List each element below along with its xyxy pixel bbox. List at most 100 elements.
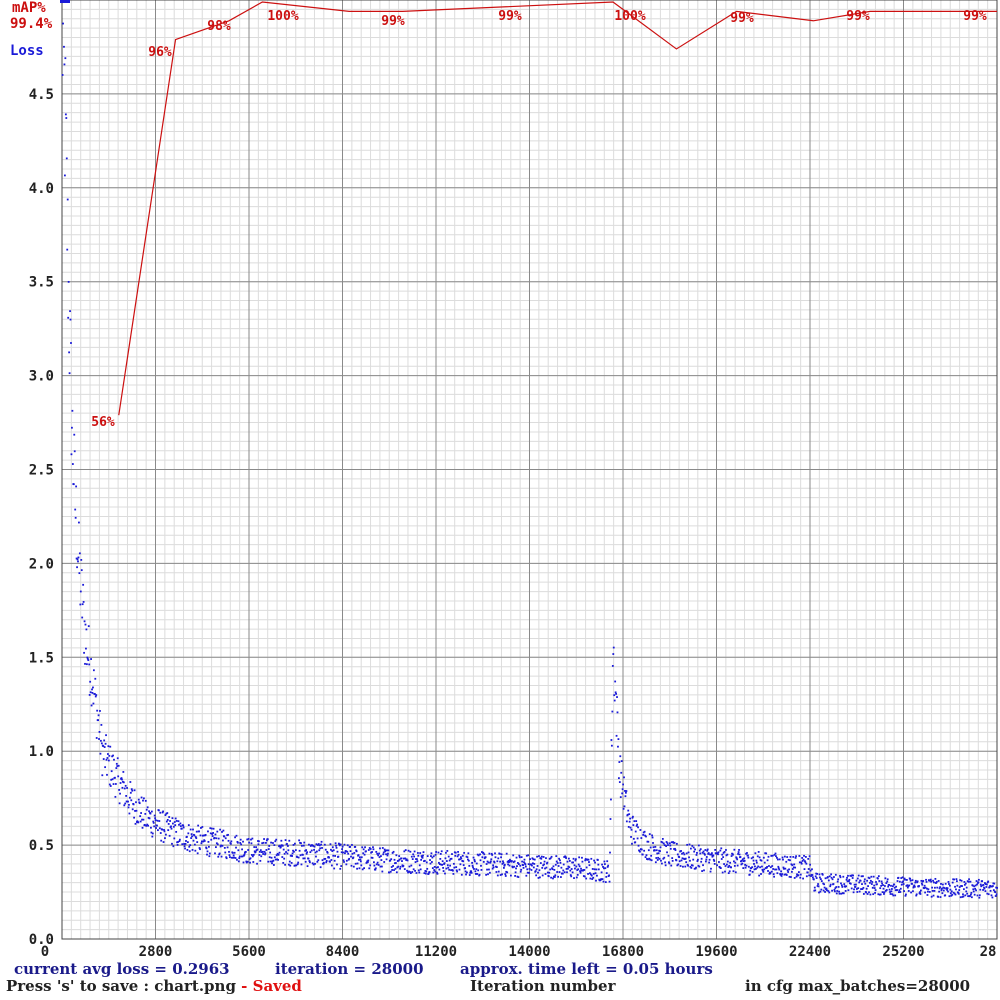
loss-point (738, 849, 740, 851)
loss-point (527, 854, 530, 857)
loss-point (853, 883, 856, 886)
loss-point (64, 113, 67, 116)
loss-point (735, 857, 738, 860)
loss-point (746, 852, 748, 854)
loss-point (435, 851, 437, 853)
loss-point (209, 832, 212, 835)
loss-point (242, 840, 244, 843)
loss-point (788, 875, 791, 878)
loss-point (790, 876, 792, 878)
loss-point (712, 858, 715, 861)
loss-point (425, 870, 428, 873)
loss-point (758, 856, 761, 859)
loss-point (321, 859, 324, 862)
loss-point (828, 891, 831, 894)
loss-point (481, 851, 483, 853)
loss-point (386, 849, 388, 852)
loss-point (771, 854, 774, 857)
loss-point (480, 864, 482, 867)
loss-point (931, 889, 934, 892)
loss-point (424, 870, 427, 872)
loss-point (482, 860, 485, 863)
loss-point (665, 841, 668, 843)
loss-point (370, 856, 373, 859)
loss-point (394, 862, 397, 864)
loss-point (616, 696, 618, 698)
loss-point (829, 885, 832, 888)
loss-point (550, 855, 553, 858)
loss-point (641, 853, 644, 856)
loss-point (827, 890, 830, 892)
loss-point (445, 860, 448, 862)
loss-point (496, 860, 499, 863)
loss-point (891, 893, 894, 896)
loss-point (649, 858, 652, 861)
loss-point (708, 861, 711, 864)
loss-point (759, 859, 762, 861)
loss-point (722, 851, 725, 854)
loss-point (942, 886, 945, 889)
loss-point (838, 892, 841, 895)
loss-point (924, 886, 927, 889)
loss-point (89, 691, 92, 694)
loss-point (395, 871, 398, 874)
loss-point (974, 884, 977, 887)
loss-point (594, 861, 596, 864)
loss-point (281, 844, 284, 847)
loss-point (164, 833, 167, 836)
loss-point (945, 887, 948, 889)
loss-point (252, 861, 255, 863)
loss-point (814, 875, 817, 878)
loss-point (741, 858, 744, 861)
loss-point (427, 872, 430, 875)
loss-point (246, 838, 249, 841)
loss-point (402, 857, 405, 860)
loss-point (520, 856, 523, 859)
loss-point (739, 856, 742, 858)
loss-point (863, 878, 866, 881)
loss-point (406, 869, 409, 872)
loss-point (963, 881, 966, 883)
loss-point (333, 867, 336, 870)
loss-point (514, 871, 517, 874)
map-label: 99% (846, 9, 870, 24)
loss-point (89, 680, 92, 683)
loss-point (623, 776, 625, 779)
loss-point (887, 885, 890, 888)
loss-point (762, 870, 765, 873)
loss-point (884, 889, 887, 892)
loss-point (575, 876, 578, 879)
loss-point (771, 865, 774, 867)
loss-point (897, 876, 900, 879)
loss-point (717, 853, 719, 856)
loss-point (991, 885, 994, 887)
loss-point (287, 849, 290, 852)
loss-point (284, 839, 287, 841)
loss-point (772, 873, 775, 876)
loss-point (578, 865, 581, 868)
loss-point (808, 874, 811, 877)
loss-point (941, 887, 943, 890)
loss-point (694, 867, 697, 870)
loss-point (820, 880, 823, 882)
loss-point (748, 873, 751, 876)
loss-point (471, 864, 474, 867)
loss-point (956, 884, 959, 887)
loss-point (413, 855, 416, 858)
loss-point (861, 883, 863, 885)
loss-point (64, 57, 67, 60)
loss-point (103, 739, 106, 742)
loss-point (588, 861, 590, 863)
loss-point (457, 853, 460, 856)
loss-point (708, 858, 711, 861)
loss-point (797, 871, 800, 873)
loss-point (173, 821, 176, 823)
loss-point (801, 860, 804, 862)
loss-point (61, 74, 64, 76)
loss-point (116, 765, 119, 767)
loss-point (567, 857, 570, 860)
loss-point (113, 758, 115, 761)
loss-point (435, 866, 438, 869)
loss-point (160, 839, 163, 842)
loss-point (193, 843, 196, 846)
